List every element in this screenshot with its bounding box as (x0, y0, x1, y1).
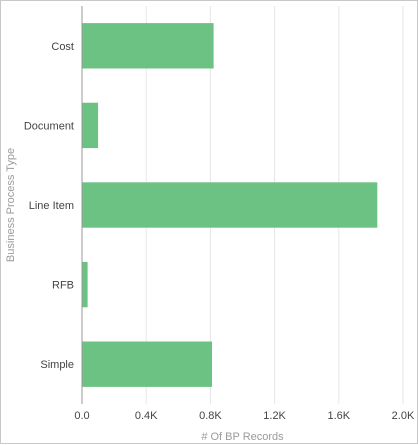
x-tick-label: 1.6K (327, 410, 350, 422)
y-tick-label: Document (24, 120, 74, 132)
bar[interactable] (82, 341, 213, 387)
y-tick-label: Line Item (29, 200, 74, 212)
x-axis-title: # Of BP Records (201, 431, 284, 443)
y-tick-labels: Cost Document Line Item RFB Simple (24, 41, 74, 371)
x-tick-label: 0.4K (135, 410, 158, 422)
bar[interactable] (82, 182, 378, 228)
bars (82, 23, 378, 387)
x-tick-label: 2.0K (392, 410, 415, 422)
y-tick-label: Simple (40, 359, 74, 371)
bar[interactable] (82, 261, 88, 308)
bar[interactable] (82, 23, 214, 69)
x-tick-label: 0.8K (199, 410, 222, 422)
x-tick-labels: 0.0 0.4K 0.8K 1.2K 1.6K 2.0K (74, 410, 415, 422)
bar[interactable] (82, 102, 99, 149)
x-tick-label: 1.2K (263, 410, 286, 422)
y-axis-title: Business Process Type (5, 148, 17, 262)
x-tick-label: 0.0 (74, 410, 89, 422)
y-tick-label: RFB (52, 280, 74, 292)
y-tick-label: Cost (51, 41, 74, 53)
